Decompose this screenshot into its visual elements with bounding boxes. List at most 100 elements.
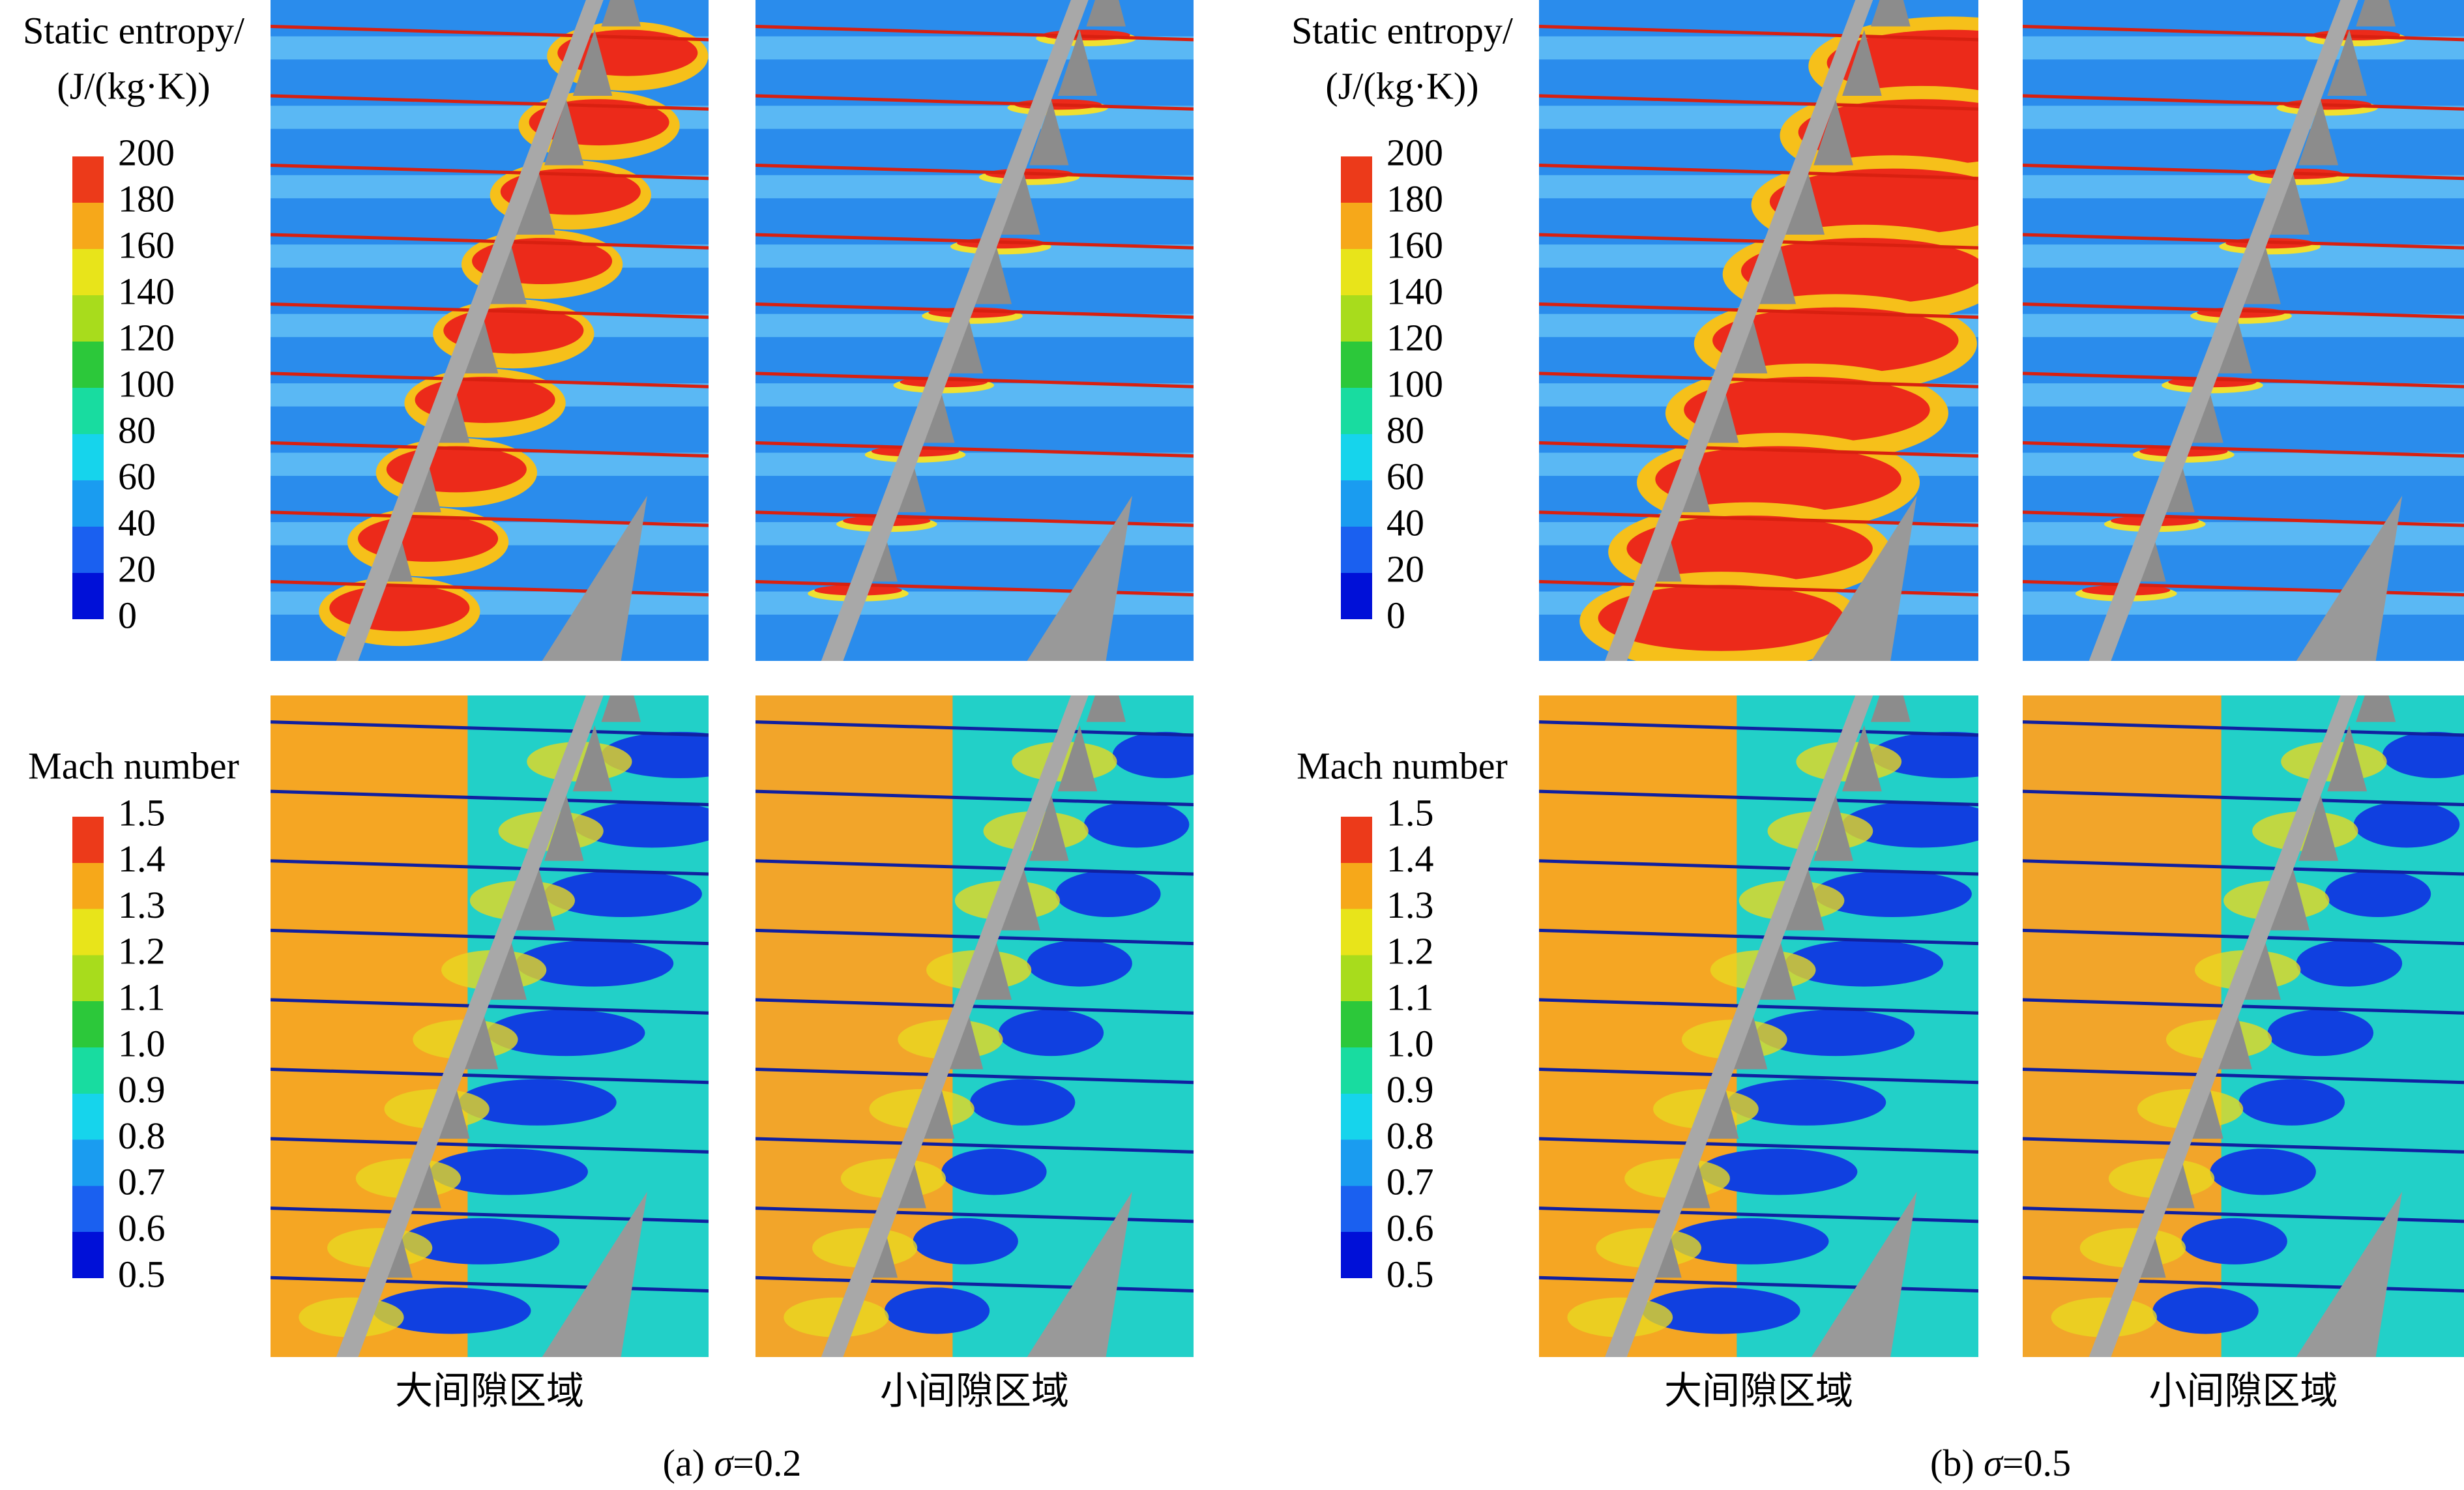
colorbar xyxy=(72,817,104,1278)
colorbar-tick-label: 1.3 xyxy=(118,884,166,926)
blade-tip-line xyxy=(755,233,1194,250)
blade-tip-line xyxy=(2023,928,2464,946)
blade-tip-line xyxy=(1539,1067,1978,1085)
caption-symbol: σ xyxy=(714,1442,735,1484)
contour-low xyxy=(458,1079,617,1126)
blade-lower xyxy=(2296,1191,2403,1357)
blade xyxy=(336,0,604,661)
colorbar-tick-label: 1.5 xyxy=(118,791,166,834)
contour-band xyxy=(2023,175,2464,199)
blade-tip-line xyxy=(2023,1137,2464,1154)
colorbar-tick-label: 160 xyxy=(118,224,175,266)
blade-tip xyxy=(572,725,613,792)
column-label: 大间隙区域 xyxy=(395,1369,584,1412)
colorbar-tick-label: 80 xyxy=(1386,409,1424,451)
colorbar xyxy=(72,156,104,619)
colorbar-tick-label: 100 xyxy=(1386,362,1443,405)
legend-title: (J/(kg·K)) xyxy=(57,65,210,107)
colorbar-tick-label: 60 xyxy=(1386,455,1424,497)
blade-tip-line xyxy=(1539,579,1978,597)
colorbar-tick-label: 1.1 xyxy=(1386,976,1434,1019)
contour-low xyxy=(487,1010,645,1057)
contour-low xyxy=(402,1218,560,1264)
colorbar-tick-label: 0.6 xyxy=(118,1207,166,1249)
blade-tip xyxy=(1785,864,1825,931)
blade-tip-line xyxy=(271,720,709,737)
blade-tip-line xyxy=(755,441,1194,458)
blade-tip-line xyxy=(1539,1276,1978,1293)
blade-tip-line xyxy=(1539,1137,1978,1154)
blade-tip-line xyxy=(755,164,1194,181)
blade-tip-line xyxy=(755,372,1194,388)
blade-tip-line xyxy=(1539,928,1978,946)
contour-core xyxy=(1598,585,1845,651)
blade-tip-line xyxy=(1539,720,1978,737)
blade-tip xyxy=(1057,29,1098,96)
blade-lower xyxy=(1027,495,1132,661)
colorbar-tick-label: 100 xyxy=(118,362,175,405)
colorbar-tick-label: 1.5 xyxy=(1386,791,1434,834)
blade-tip xyxy=(972,933,1012,1000)
blade-tip xyxy=(1871,695,1911,722)
contour-low xyxy=(2382,731,2464,778)
contour-band xyxy=(755,175,1194,199)
colorbar-tick-label: 0.6 xyxy=(1386,1207,1434,1249)
colorbar-tick-label: 0.7 xyxy=(118,1161,166,1203)
colorbar-tick-label: 1.4 xyxy=(118,838,166,880)
panel: Static entropy/ (J/(kg·K)) 020406080100120… xyxy=(1291,0,2464,1484)
blade-tip-line xyxy=(271,859,709,876)
blade-tip xyxy=(1756,933,1797,1000)
colorbar-tick-label: 80 xyxy=(118,409,156,451)
blade-tip xyxy=(2356,695,2396,722)
colorbar-tick-label: 40 xyxy=(118,501,156,544)
blade-tip xyxy=(2270,168,2310,235)
contour-band xyxy=(2023,452,2464,476)
blade-tip-line xyxy=(271,1276,709,1293)
blade xyxy=(336,695,604,1357)
colorbar-tick-label: 0.5 xyxy=(1386,1253,1434,1295)
contour-low xyxy=(1670,1218,1829,1264)
contour-low xyxy=(544,870,702,918)
blade-tip-line xyxy=(271,998,709,1015)
blade-tip-line xyxy=(755,998,1194,1015)
colorbar-tick-label: 1.4 xyxy=(1386,838,1434,880)
blade-tip-line xyxy=(1539,859,1978,876)
column-label: 小间隙区域 xyxy=(2149,1369,2338,1412)
blade-tip-line xyxy=(755,1067,1194,1085)
colorbar-tick-label: 20 xyxy=(118,548,156,590)
contour-core xyxy=(1769,168,1978,235)
blade-tip xyxy=(572,29,613,96)
blade-tip xyxy=(1785,168,1825,235)
contour-low xyxy=(2181,1218,2287,1264)
contour-low xyxy=(1112,731,1194,778)
contour-band xyxy=(755,106,1194,129)
colorbar-tick-label: 200 xyxy=(1386,131,1443,173)
blade-tip-line xyxy=(2023,720,2464,737)
blade-tip-line xyxy=(2023,1276,2464,1293)
blade-tip-line xyxy=(755,859,1194,876)
blade-tip-line xyxy=(271,789,709,806)
contour-low xyxy=(2267,1010,2374,1057)
blade-tip-line xyxy=(271,372,709,388)
blade-tip-line xyxy=(271,1067,709,1085)
colorbar-tick-label: 160 xyxy=(1386,224,1443,266)
blade-lower xyxy=(542,495,647,661)
blade-tip xyxy=(1842,29,1882,96)
blade-tip xyxy=(1086,0,1126,27)
contour-band xyxy=(2023,522,2464,546)
blade xyxy=(2089,695,2358,1357)
blade-tip xyxy=(2270,864,2310,931)
blade-tip-line xyxy=(755,720,1194,737)
contour-low xyxy=(2238,1079,2345,1126)
contour-image xyxy=(271,695,709,1357)
legend-title: Static entropy/ xyxy=(23,9,245,51)
blade-tip-line xyxy=(2023,859,2464,876)
blade-tip-line xyxy=(1539,94,1978,111)
colorbar-tick-label: 200 xyxy=(118,131,175,173)
contour-low xyxy=(1727,1079,1886,1126)
blade-tip-line xyxy=(2023,25,2464,42)
legend-title: (J/(kg·K)) xyxy=(1325,65,1478,107)
blade-tip-line xyxy=(1539,789,1978,806)
contour-image xyxy=(2023,0,2464,661)
blade-tip-line xyxy=(1539,164,1978,181)
